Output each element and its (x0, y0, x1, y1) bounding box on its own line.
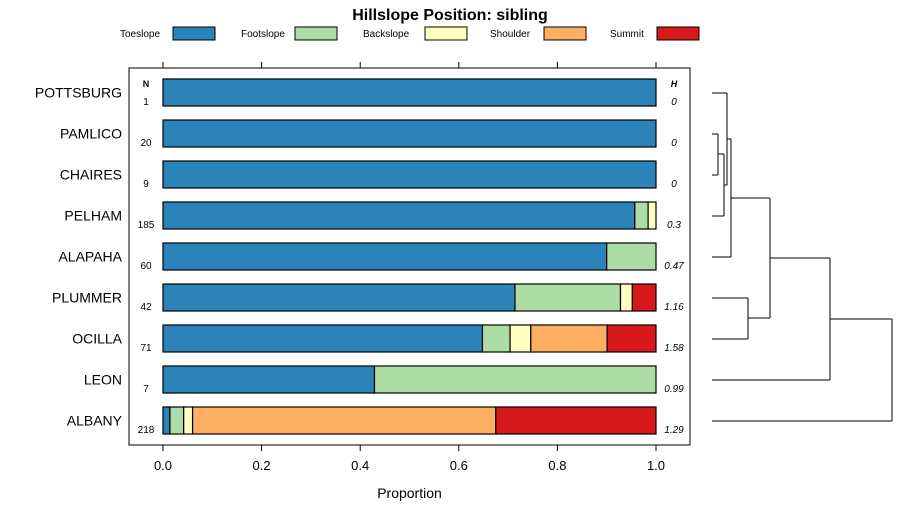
legend-label-toeslope: Toeslope (120, 29, 160, 40)
n-column-header: N (143, 79, 150, 89)
x-tick-label-0: 0.0 (154, 458, 172, 473)
bar-segment-pelham-backslope (647, 201, 657, 230)
bar-segment-alapaha-toeslope (162, 242, 608, 271)
n-label-alapaha: 60 (140, 261, 152, 272)
bar-segment-ocilla-backslope (509, 324, 532, 353)
bars-group (162, 78, 657, 435)
h-label-alapaha: 0.47 (664, 261, 684, 272)
category-label-chaires: CHAIRES (60, 167, 122, 183)
bar-segment-plummer-footslope (514, 283, 622, 312)
legend-label-summit: Summit (610, 29, 644, 40)
h-label-chaires: 0 (671, 179, 677, 190)
bar-segment-ocilla-summit (606, 324, 657, 353)
h-label-pelham: 0.3 (667, 220, 681, 231)
n-label-pottsburg: 1 (143, 97, 149, 108)
chart-title: Hillslope Position: sibling (352, 7, 548, 24)
x-tick-label-2: 0.4 (351, 458, 369, 473)
n-label-chaires: 9 (143, 179, 149, 190)
bar-segment-albany-shoulder (191, 406, 497, 435)
n-label-leon: 7 (143, 384, 149, 395)
category-label-pamlico: PAMLICO (60, 126, 122, 142)
n-labels: 1 20 9 185 60 42 71 7 218 (138, 97, 155, 436)
bar-segment-albany-toeslope (162, 406, 171, 435)
h-label-pamlico: 0 (671, 138, 677, 149)
h-label-leon: 0.99 (664, 384, 684, 395)
bar-segment-albany-summit (495, 406, 657, 435)
h-label-pottsburg: 0 (671, 97, 677, 108)
legend-label-shoulder: Shoulder (490, 29, 531, 40)
bar-segment-chaires-toeslope (162, 160, 657, 189)
legend-label-footslope: Footslope (241, 29, 285, 40)
bar-segment-ocilla-toeslope (162, 324, 484, 353)
n-label-ocilla: 71 (140, 343, 152, 354)
bar-segment-alapaha-footslope (606, 242, 657, 271)
category-label-albany: ALBANY (67, 413, 123, 429)
n-label-pamlico: 20 (140, 138, 152, 149)
h-column-header: H (671, 79, 678, 89)
axes: 0.0 0.2 0.4 0.6 0.8 1.0 (154, 62, 665, 473)
h-label-ocilla: 1.58 (664, 343, 684, 354)
legend-swatch-backslope (424, 26, 468, 41)
bar-segment-leon-footslope (373, 365, 657, 394)
bar-segment-pamlico-toeslope (162, 119, 657, 148)
n-label-plummer: 42 (140, 302, 152, 313)
bar-segment-ocilla-shoulder (530, 324, 608, 353)
legend-swatch-footslope (294, 26, 338, 41)
category-label-leon: LEON (84, 372, 122, 388)
legend-swatch-toeslope (172, 26, 216, 41)
bar-segment-leon-toeslope (162, 365, 376, 394)
h-labels: 0 0 0 0.3 0.47 1.16 1.58 0.99 1.29 (664, 97, 684, 436)
legend-swatch-shoulder (543, 26, 587, 41)
dendrogram (712, 92, 893, 422)
bar-segment-albany-footslope (169, 406, 185, 435)
bar-segment-plummer-toeslope (162, 283, 516, 312)
legend-label-backslope: Backslope (363, 29, 410, 40)
bar-segment-pelham-toeslope (162, 201, 636, 230)
legend-swatch-summit (656, 26, 700, 41)
category-label-plummer: PLUMMER (52, 290, 122, 306)
bar-segment-pottsburg-toeslope (162, 78, 657, 107)
bar-segment-pelham-footslope (634, 201, 649, 230)
bar-segment-plummer-backslope (619, 283, 633, 312)
category-labels: POTTSBURG PAMLICO CHAIRES PELHAM ALAPAHA PLUM… (35, 85, 123, 429)
n-label-pelham: 185 (138, 220, 155, 231)
bar-segment-ocilla-footslope (481, 324, 511, 353)
bar-segment-albany-backslope (183, 406, 194, 435)
x-tick-label-4: 0.8 (548, 458, 566, 473)
plot-frame (128, 67, 691, 446)
category-label-pelham: PELHAM (64, 208, 122, 224)
x-tick-label-1: 0.2 (253, 458, 271, 473)
category-label-pottsburg: POTTSBURG (35, 85, 122, 101)
x-tick-label-3: 0.6 (450, 458, 468, 473)
n-label-albany: 218 (138, 425, 155, 436)
x-axis-title: Proportion (377, 485, 442, 501)
h-label-plummer: 1.16 (664, 302, 684, 313)
x-tick-label-5: 1.0 (647, 458, 665, 473)
legend: Toeslope Footslope Backslope Shoulder Summit (120, 26, 700, 41)
category-label-ocilla: OCILLA (72, 331, 122, 347)
h-label-albany: 1.29 (664, 425, 684, 436)
category-label-alapaha: ALAPAHA (58, 249, 122, 265)
bar-segment-plummer-summit (631, 283, 657, 312)
